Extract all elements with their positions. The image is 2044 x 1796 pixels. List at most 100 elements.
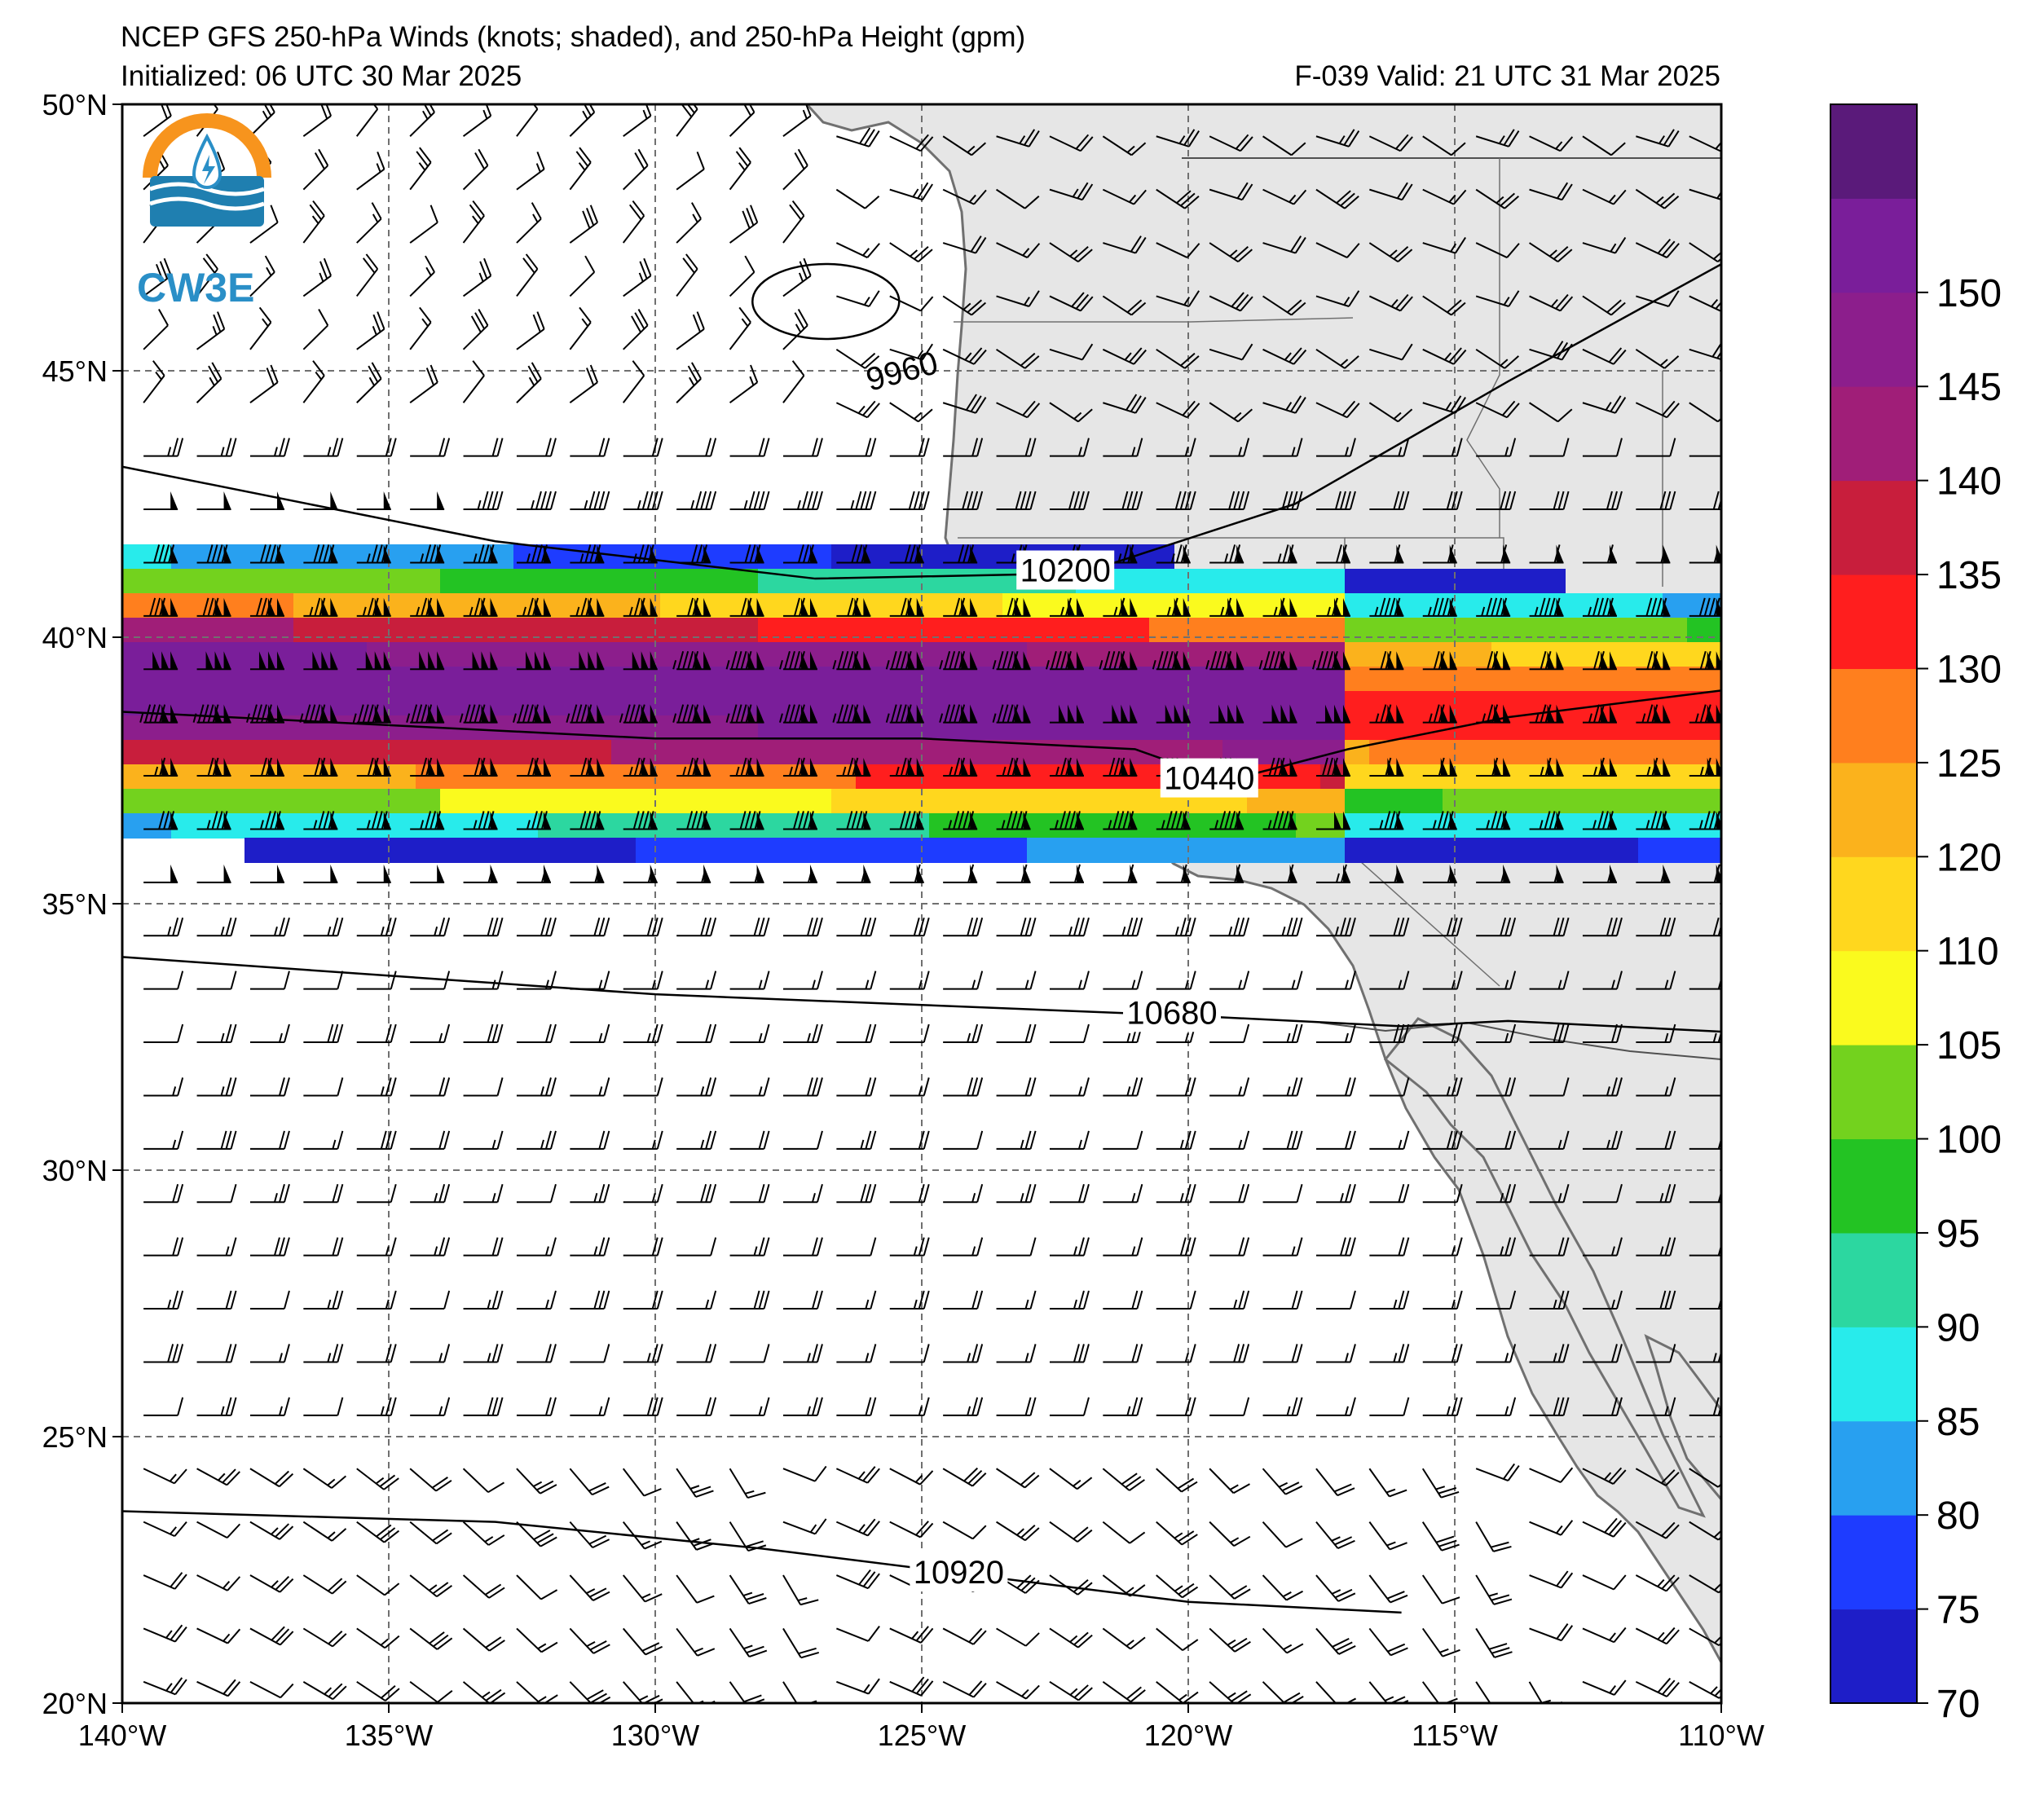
land-baja-california: [1383, 1017, 1706, 1518]
wind-barb: [249, 811, 284, 830]
colorbar: 70 75 80 85 90 95 100 105 110 120 125 130 135 140 145 1…: [1830, 103, 2002, 1726]
wind-barb: [1209, 242, 1253, 262]
wind-barb: [943, 917, 984, 937]
wind-barb: [1476, 864, 1511, 883]
wind-speed-cell: [391, 667, 416, 692]
wind-barb: [1209, 491, 1250, 511]
wind-barb: [1369, 597, 1404, 617]
wind-speed-cell: [342, 838, 368, 863]
wind-speed-cell: [440, 813, 465, 839]
wind-speed-cell: [660, 715, 685, 741]
wind-speed-cell: [1247, 691, 1272, 716]
wind-barb: [1529, 1570, 1574, 1589]
wind-barb: [623, 597, 658, 617]
wind-barb: [356, 362, 382, 403]
wind-barb: [889, 1468, 934, 1486]
wind-barb: [249, 306, 272, 350]
wind-barb: [782, 1290, 823, 1310]
wind-barb: [1582, 1290, 1623, 1310]
wind-barb: [1156, 1627, 1199, 1652]
wind-barb: [1262, 864, 1297, 883]
wind-speed-cell: [1174, 569, 1199, 594]
wind-speed-cell: [1467, 813, 1492, 839]
wind-speed-cell: [1198, 618, 1223, 643]
wind-barb: [1582, 917, 1623, 937]
wind-speed-cell: [1638, 667, 1663, 692]
wind-barb: [1315, 811, 1350, 830]
wind-barb: [1315, 438, 1356, 457]
wind-barb: [623, 1023, 663, 1044]
wind-speed-cell: [1125, 544, 1150, 570]
wind-barb: [729, 1183, 770, 1204]
wind-speed-cell: [220, 618, 245, 643]
wind-speed-cell: [1198, 569, 1223, 594]
wind-barb: [1209, 597, 1244, 617]
wind-barb: [463, 864, 498, 883]
wind-speed-cell: [1271, 667, 1297, 692]
wind-speed-cell: [1002, 789, 1028, 814]
wind-barb: [1156, 400, 1200, 419]
wind-barb: [835, 1518, 880, 1537]
wind-barb: [1209, 402, 1253, 423]
wind-barb: [623, 811, 658, 830]
wind-speed-cell: [1027, 618, 1052, 643]
wind-barb: [889, 757, 924, 777]
wind-speed-cell: [416, 789, 441, 814]
cw3e-logo: CW3E: [137, 113, 271, 310]
wind-barb: [782, 1518, 827, 1535]
wind-barb: [356, 1574, 400, 1596]
wind-barb: [623, 1183, 663, 1204]
wind-barb: [1475, 129, 1520, 147]
wind-speed-cell: [440, 642, 465, 667]
wind-barb: [196, 1397, 237, 1416]
wind-speed-cell: [440, 618, 465, 643]
wind-speed-cell: [709, 838, 734, 863]
wind-barb: [1689, 1680, 1721, 1699]
wind-speed-cell: [1467, 764, 1492, 790]
wind-barb: [1689, 597, 1721, 617]
wind-speed-cell: [1467, 642, 1492, 667]
lon-tick-label: 130°W: [611, 1719, 699, 1752]
wind-barb: [889, 295, 934, 312]
wind-barb: [1421, 1468, 1460, 1499]
wind-barb: [1209, 971, 1250, 990]
wind-barb: [516, 1344, 557, 1363]
wind-barb: [463, 1290, 504, 1310]
wind-barb: [1368, 1627, 1408, 1657]
wind-barb: [1475, 188, 1520, 209]
wind-speed-cell: [1516, 593, 1541, 618]
wind-barb: [943, 1397, 984, 1416]
wind-speed-cell: [1125, 691, 1150, 716]
wind-speed-cell: [831, 838, 857, 863]
wind-speed-cell: [367, 789, 392, 814]
wind-barb: [1262, 395, 1306, 414]
wind-speed-cell: [929, 667, 954, 692]
wind-speed-cell: [905, 618, 930, 643]
wind-barb: [1209, 1574, 1251, 1600]
wind-speed-cell: [856, 569, 881, 594]
wind-speed-cell: [978, 691, 1003, 716]
wind-speed-cell: [489, 838, 514, 863]
wind-speed-cell: [1565, 838, 1590, 863]
wind-speed-cell: [416, 838, 441, 863]
wind-speed-cell: [1051, 618, 1077, 643]
wind-barb: [1689, 704, 1721, 724]
wind-barb: [835, 242, 880, 258]
wind-speed-cell: [538, 667, 563, 692]
wind-barb: [1156, 491, 1196, 511]
wind-barb: [249, 205, 279, 244]
wind-speed-cell: [1565, 813, 1590, 839]
wind-barb: [410, 544, 445, 564]
wind-barb: [569, 255, 596, 297]
wind-barb: [569, 1521, 610, 1549]
wind-barb: [303, 811, 338, 830]
wind-barb: [196, 491, 231, 511]
wind-barb: [409, 255, 435, 297]
wind-speed-cell: [929, 764, 954, 790]
wind-speed-cell: [1027, 764, 1052, 790]
wind-speed-cell: [831, 618, 857, 643]
wind-barb: [196, 1574, 241, 1591]
wind-barb: [1636, 1237, 1676, 1257]
wind-barb: [1103, 1290, 1143, 1310]
